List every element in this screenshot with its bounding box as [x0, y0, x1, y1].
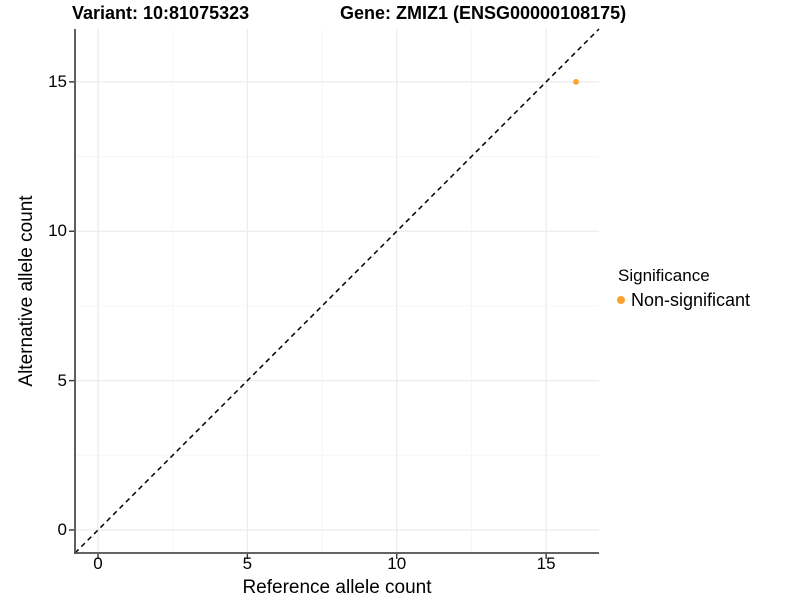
x-tick-label: 10 [387, 554, 407, 573]
identity-line [74, 28, 600, 554]
y-tick-label: 5 [57, 370, 67, 390]
y-tick-label: 10 [48, 221, 67, 241]
legend-item: Non-significant [612, 289, 750, 311]
variant-title: Variant: 10:81075323 [72, 3, 250, 23]
y-tick-label: 15 [48, 71, 67, 91]
y-tick-label: 0 [57, 519, 67, 539]
y-axis-title: Alternative allele count [16, 195, 37, 387]
legend-item-label: Non-significant [631, 290, 751, 310]
x-tick-label: 0 [93, 554, 103, 573]
x-axis-title: Reference allele count [242, 577, 432, 598]
x-tick-label: 15 [536, 554, 556, 573]
legend-title: Significance [618, 266, 710, 285]
gene-title: Gene: ZMIZ1 (ENSG00000108175) [340, 3, 627, 23]
data-point [573, 78, 579, 85]
legend: Significance Non-significant [612, 266, 750, 311]
legend-point-marker-icon [617, 296, 625, 304]
x-tick-label: 5 [242, 554, 253, 573]
